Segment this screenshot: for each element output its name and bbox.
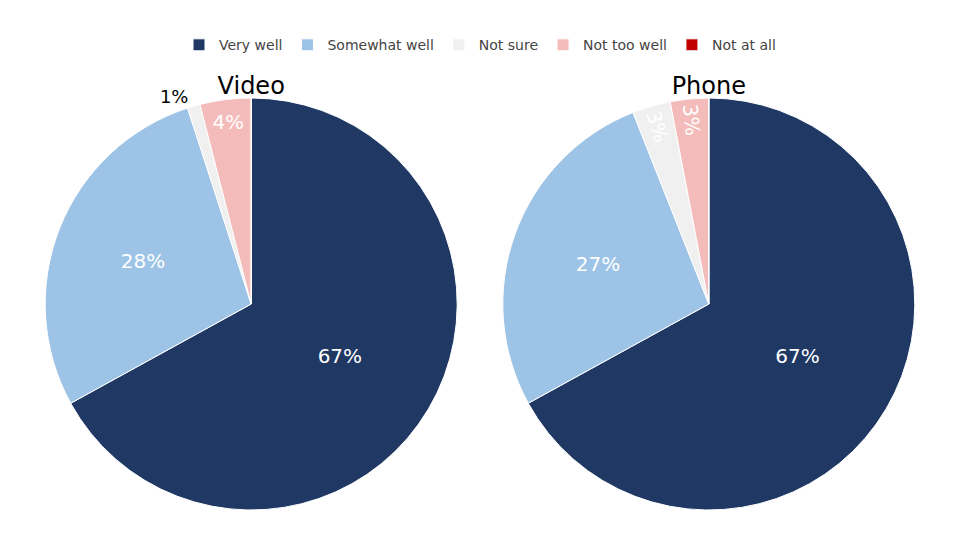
svg-text:67%: 67% — [318, 344, 362, 368]
svg-text:Not sure: Not sure — [479, 37, 538, 53]
svg-text:4%: 4% — [212, 110, 244, 134]
svg-text:67%: 67% — [775, 344, 819, 368]
svg-text:Video: Video — [218, 72, 285, 100]
svg-text:Very well: Very well — [219, 37, 282, 53]
svg-text:27%: 27% — [576, 252, 620, 276]
svg-text:Not too well: Not too well — [583, 37, 667, 53]
svg-text:3%: 3% — [678, 103, 705, 137]
svg-text:28%: 28% — [121, 249, 165, 273]
svg-text:Somewhat well: Somewhat well — [327, 37, 433, 53]
svg-text:Phone: Phone — [672, 72, 746, 100]
svg-text:1%: 1% — [160, 86, 189, 107]
svg-text:Not at all: Not at all — [712, 37, 776, 53]
svg-text:3%: 3% — [641, 108, 673, 145]
